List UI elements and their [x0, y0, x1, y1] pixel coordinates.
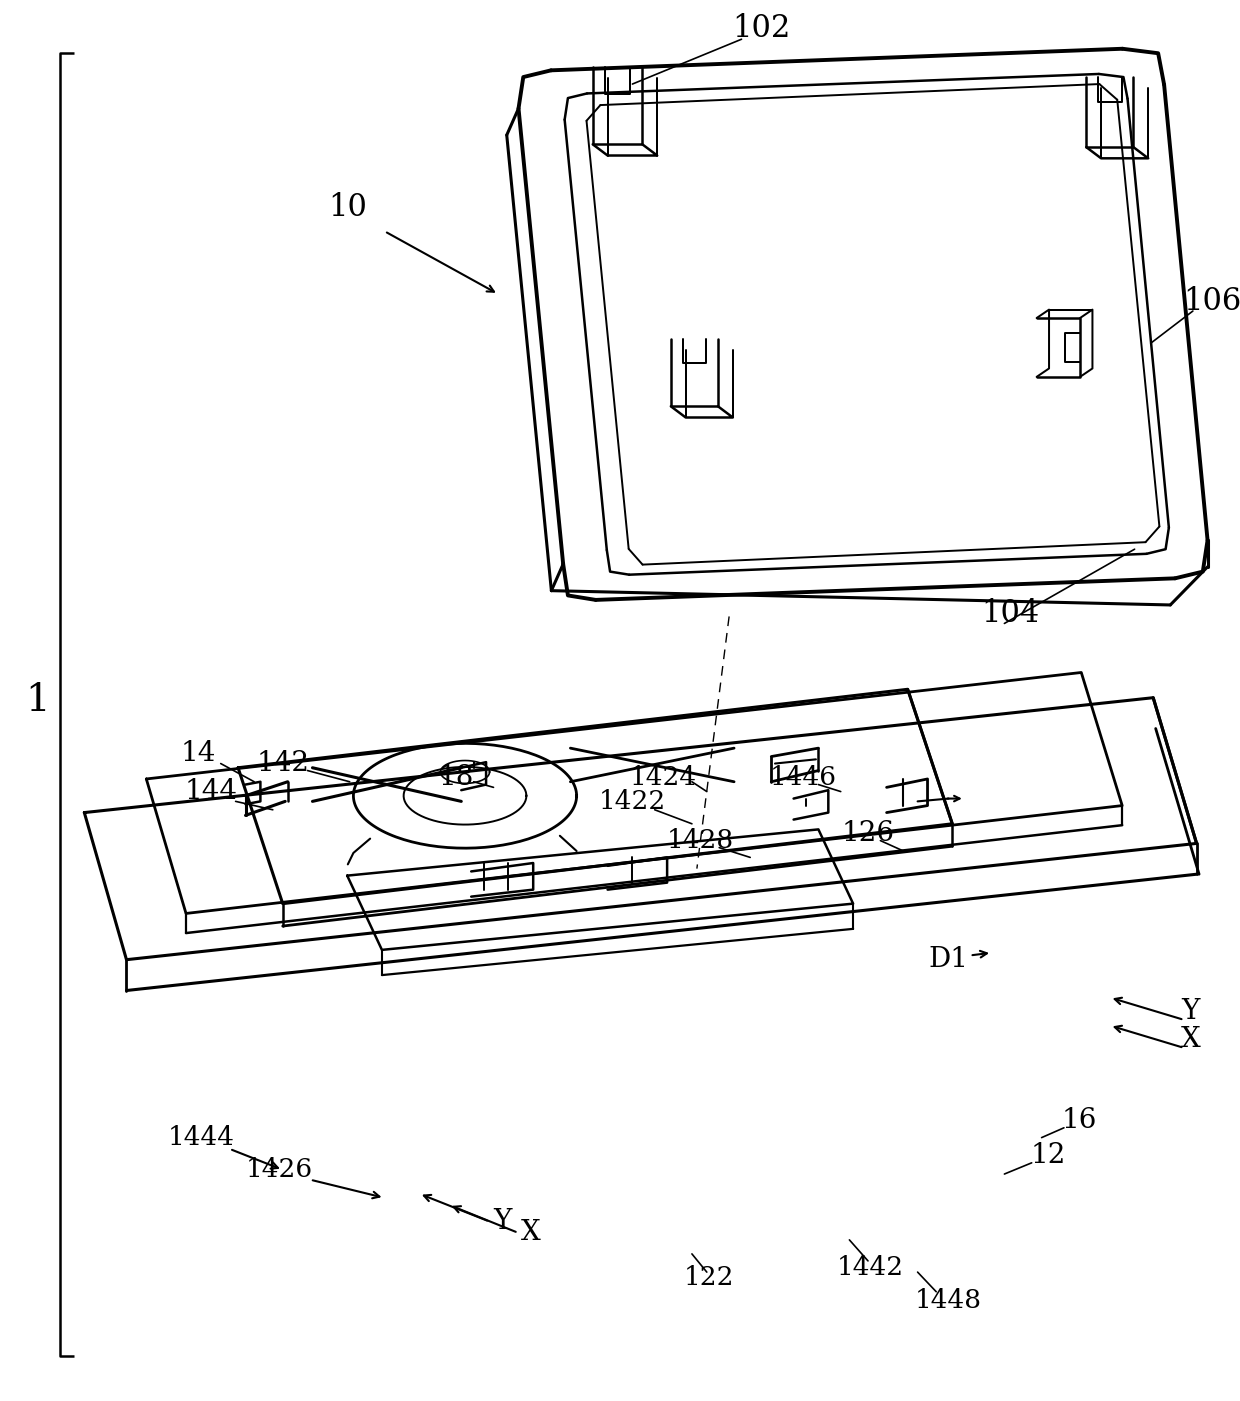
Text: 1428: 1428: [667, 828, 734, 853]
Text: 1448: 1448: [915, 1288, 982, 1313]
Text: Y: Y: [494, 1208, 511, 1236]
Text: 1446: 1446: [770, 765, 837, 790]
Text: 104: 104: [982, 598, 1039, 629]
Text: 1424: 1424: [630, 765, 697, 790]
Text: 16: 16: [1061, 1107, 1096, 1135]
Text: X: X: [521, 1219, 541, 1247]
Text: 106: 106: [1184, 286, 1240, 317]
Text: 1: 1: [25, 682, 50, 719]
Text: 1426: 1426: [246, 1157, 312, 1182]
Text: 14: 14: [181, 740, 216, 768]
Text: 144: 144: [185, 778, 237, 806]
Text: 142: 142: [257, 750, 309, 778]
Text: 10: 10: [327, 192, 367, 223]
Text: X: X: [1180, 1026, 1200, 1054]
Text: 12: 12: [1030, 1142, 1065, 1170]
Text: 126: 126: [842, 820, 894, 848]
Text: 102: 102: [732, 13, 791, 43]
Text: 1442: 1442: [837, 1255, 904, 1281]
Text: 18: 18: [439, 764, 474, 792]
Text: 122: 122: [684, 1265, 734, 1290]
Text: 1444: 1444: [167, 1125, 234, 1150]
Text: D1: D1: [929, 946, 968, 974]
Text: 1422: 1422: [599, 789, 666, 814]
Text: Y: Y: [1182, 998, 1199, 1026]
